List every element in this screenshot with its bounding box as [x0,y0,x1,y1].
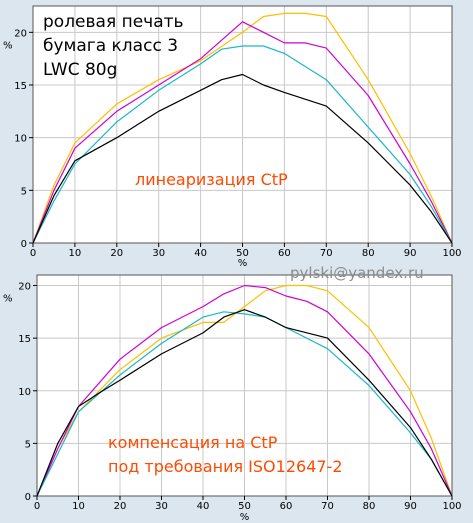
chart1-x-axis-label: % [238,258,248,269]
chart1-x-tick-label: 70 [320,248,333,259]
chart2-x-tick-label: 20 [114,501,127,512]
chart1-x-tick-label: 80 [362,248,375,259]
chart2-x-axis-label: % [240,512,250,523]
header-line-3: LWC 80g [43,60,118,80]
chart2-x-tick-label: 80 [363,501,376,512]
chart2-y-tick-label: 20 [18,282,31,293]
chart2-series-line-1 [36,284,453,497]
chart1-series-line-2 [32,21,453,244]
chart1-y-tick-label: 5 [21,186,27,197]
header-line-2: бумага класс 3 [43,36,179,56]
chart2-annotation-line-1: компенсация на CtP [108,433,278,452]
chart2-x-tick-label: 90 [404,501,417,512]
chart1-y-tick-label: 15 [14,81,27,92]
chart2-x-tick-label: 30 [155,501,168,512]
chart2-y-tick-label: 15 [18,334,31,345]
chart2-x-tick-label: 70 [321,501,334,512]
chart2-y-axis-label: % [3,294,13,305]
chart1-y-tick-label: 20 [14,28,27,39]
chart1-x-tick-label: 60 [278,248,291,259]
chart2-series-line-2 [36,284,453,497]
chart1-x-tick-label: 0 [30,248,36,259]
chart1-x-tick-label: 40 [194,248,207,259]
chart1-series-line-1 [32,12,453,244]
chart2-x-tick-label: 60 [280,501,293,512]
chart2-series-line-4 [36,309,453,497]
chart2-x-tick-label: 0 [34,501,40,512]
chart1-series-line-4 [32,73,453,244]
chart2-y-tick-label: 10 [18,387,31,398]
chart1-x-tick-label: 90 [404,248,417,259]
chart1-y-axis-label: % [3,40,13,51]
chart1-annotation: линеаризация CtP [135,170,288,189]
chart1-x-tick-label: 50 [236,248,249,259]
watermark: pylski@yandex.ru [290,264,424,282]
chart1-x-tick-label: 30 [152,248,165,259]
chart1-y-tick-label: 10 [14,134,27,145]
chart1-x-tick-label: 10 [69,248,82,259]
chart1-series-line-3 [32,45,453,244]
chart2-x-tick-label: 10 [72,501,85,512]
chart1-x-tick-label: 100 [442,248,461,259]
chart2-x-tick-label: 100 [442,501,461,512]
chart1-y-tick-label: 0 [21,239,27,250]
header-line-1: ролевая печать [43,12,184,32]
chart2-y-tick-label: 0 [25,492,31,503]
chart1-x-tick-label: 20 [110,248,123,259]
chart2-series-line-3 [36,311,453,497]
chart2-annotation-line-2: под требования ISO12647-2 [108,457,343,476]
chart2-y-tick-label: 5 [25,439,31,450]
chart2-x-tick-label: 50 [238,501,251,512]
chart2-x-tick-label: 40 [197,501,210,512]
